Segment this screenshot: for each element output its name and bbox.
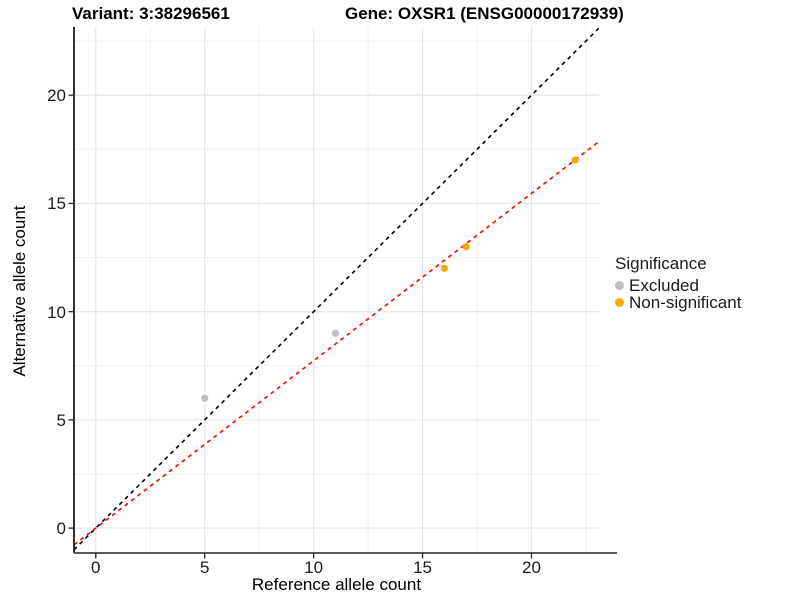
gene-title: Gene: OXSR1 (ENSG00000172939) [345, 4, 624, 23]
variant-title: Variant: 3:38296561 [72, 4, 230, 23]
plot-panel [68, 27, 617, 559]
legend-item-label: Excluded [629, 275, 699, 295]
legend-item-label: Non-significant [629, 292, 742, 312]
x-tick-label: 10 [304, 558, 324, 577]
x-axis-title: Reference allele count [251, 575, 422, 594]
y-axis-title: Alternative allele count [10, 205, 29, 377]
legend-item-excluded: Excluded [615, 275, 741, 295]
non-significant-dot-icon [615, 298, 624, 307]
data-point-non-significant [440, 264, 448, 272]
y-tick-label: 10 [47, 302, 66, 322]
y-tick-label: 0 [56, 519, 66, 539]
identity-line [74, 27, 599, 551]
data-point-non-significant [462, 243, 470, 251]
x-tick-label: 20 [522, 558, 541, 577]
x-tick-label: 15 [413, 558, 433, 577]
y-tick-label: 15 [47, 194, 66, 214]
data-point-non-significant [571, 156, 579, 164]
legend-title: Significance [615, 254, 707, 273]
legend-item-non-significant: Non-significant [615, 292, 742, 312]
y-tick-label: 20 [47, 86, 66, 106]
data-point-excluded [331, 329, 340, 337]
y-tick-label: 5 [56, 410, 66, 430]
excluded-dot-icon [615, 281, 624, 290]
x-tick-label: 0 [91, 558, 101, 577]
legend: Significance Excluded Non-significant [615, 254, 742, 312]
x-tick-label: 5 [199, 558, 210, 577]
fit-line [74, 140, 599, 546]
data-point-excluded [201, 394, 209, 402]
